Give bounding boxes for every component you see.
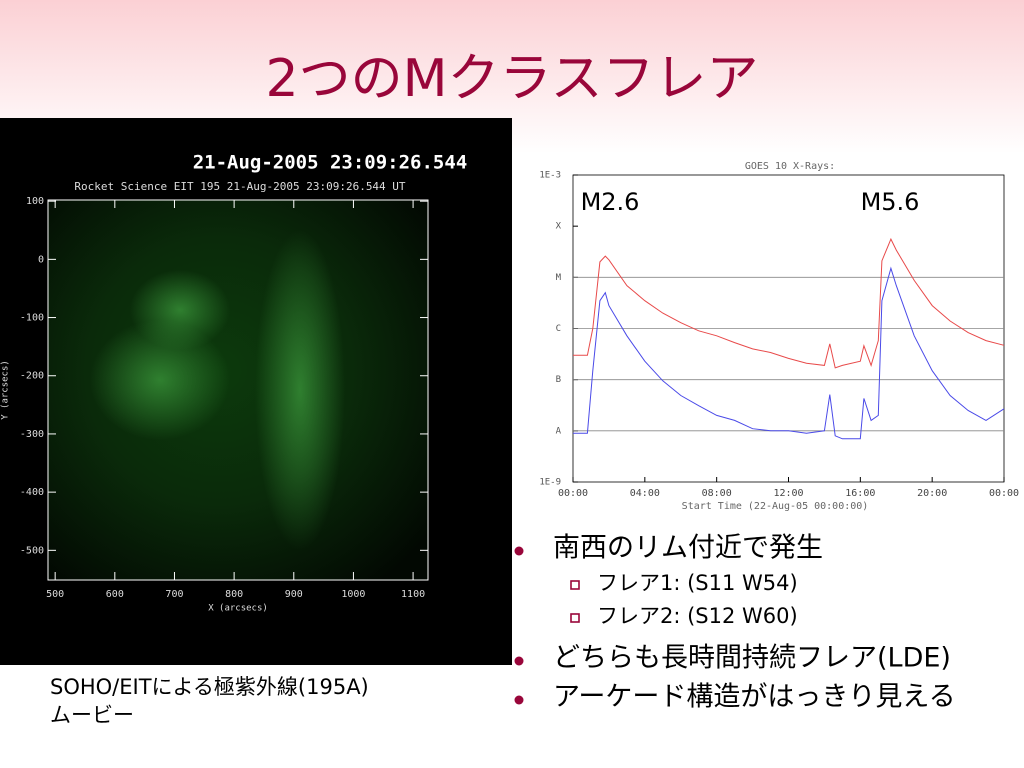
eit-x-tick-label: 500 bbox=[46, 589, 64, 600]
y-tick-label: 1E-3 bbox=[539, 171, 561, 181]
eit-title: 21-Aug-2005 23:09:26.544 bbox=[193, 152, 468, 174]
y-tick-label: B bbox=[556, 375, 561, 385]
eit-x-tick-label: 900 bbox=[285, 589, 303, 600]
bullet-text: 南西のリム付近で発生 bbox=[553, 533, 823, 564]
bullet-dot bbox=[514, 656, 524, 666]
eit-y-tick-label: -500 bbox=[20, 545, 44, 556]
bullet-dot bbox=[514, 546, 524, 556]
x-tick-label: 16:00 bbox=[845, 488, 875, 499]
eit-y-tick-label: -200 bbox=[20, 371, 44, 382]
y-tick-label: A bbox=[556, 426, 562, 436]
eit-region-glow bbox=[130, 270, 230, 350]
sub-bullet-box bbox=[570, 580, 580, 590]
annotation: M5.6 bbox=[861, 188, 920, 216]
x-tick-label: 00:00 bbox=[989, 488, 1019, 499]
bullet-text: どちらも長時間持続フレア(LDE) bbox=[553, 643, 951, 674]
flux-line bbox=[573, 266, 1005, 440]
eit-frame bbox=[47, 199, 429, 581]
slide-title: 2つのMクラスフレア bbox=[266, 49, 759, 109]
goes-x-label: Start Time (22-Aug-05 00:00:00) bbox=[682, 501, 869, 512]
x-tick-label: 08:00 bbox=[702, 488, 732, 499]
eit-limb-glow bbox=[255, 230, 345, 550]
x-tick-label: 04:00 bbox=[630, 488, 660, 499]
x-tick-label: 20:00 bbox=[917, 488, 947, 499]
goes-title: GOES 10 X-Rays: bbox=[745, 161, 835, 172]
eit-y-label: Y (arcsecs) bbox=[1, 360, 11, 420]
eit-y-tick-label: 0 bbox=[38, 254, 44, 265]
eit-x-label: X (arcsecs) bbox=[208, 604, 268, 614]
sub-bullet-box bbox=[570, 613, 580, 623]
bullet-text: アーケード構造がはっきり見える bbox=[553, 682, 956, 713]
caption-line: SOHO/EITによる極紫外線(195A) bbox=[50, 675, 369, 699]
annotation: M2.6 bbox=[581, 188, 640, 216]
eit-y-tick-label: -400 bbox=[20, 487, 44, 498]
eit-y-tick-label: -300 bbox=[20, 429, 44, 440]
x-tick-label: 12:00 bbox=[773, 488, 803, 499]
eit-x-tick-label: 800 bbox=[225, 589, 243, 600]
eit-y-tick-label: -100 bbox=[20, 313, 44, 324]
sub-bullet-text: フレア1: (S11 W54) bbox=[597, 571, 798, 595]
eit-subtitle: Rocket Science EIT 195 21-Aug-2005 23:09… bbox=[74, 180, 406, 193]
eit-y-tick-label: 100 bbox=[26, 196, 44, 207]
y-tick-label: 1E-9 bbox=[539, 478, 561, 488]
x-tick-label: 00:00 bbox=[558, 488, 588, 499]
flux-line bbox=[573, 237, 1005, 369]
caption-line: ムービー bbox=[50, 703, 134, 727]
eit-x-tick-label: 1100 bbox=[401, 589, 425, 600]
eit-arcade-glow bbox=[90, 320, 230, 440]
y-tick-label: X bbox=[556, 222, 562, 232]
y-tick-label: C bbox=[556, 324, 561, 334]
sub-bullet-text: フレア2: (S12 W60) bbox=[597, 604, 798, 628]
eit-x-tick-label: 1000 bbox=[341, 589, 365, 600]
eit-x-tick-label: 600 bbox=[106, 589, 124, 600]
bullet-dot bbox=[514, 695, 524, 705]
eit-x-tick-label: 700 bbox=[165, 589, 183, 600]
y-tick-label: M bbox=[556, 273, 562, 283]
